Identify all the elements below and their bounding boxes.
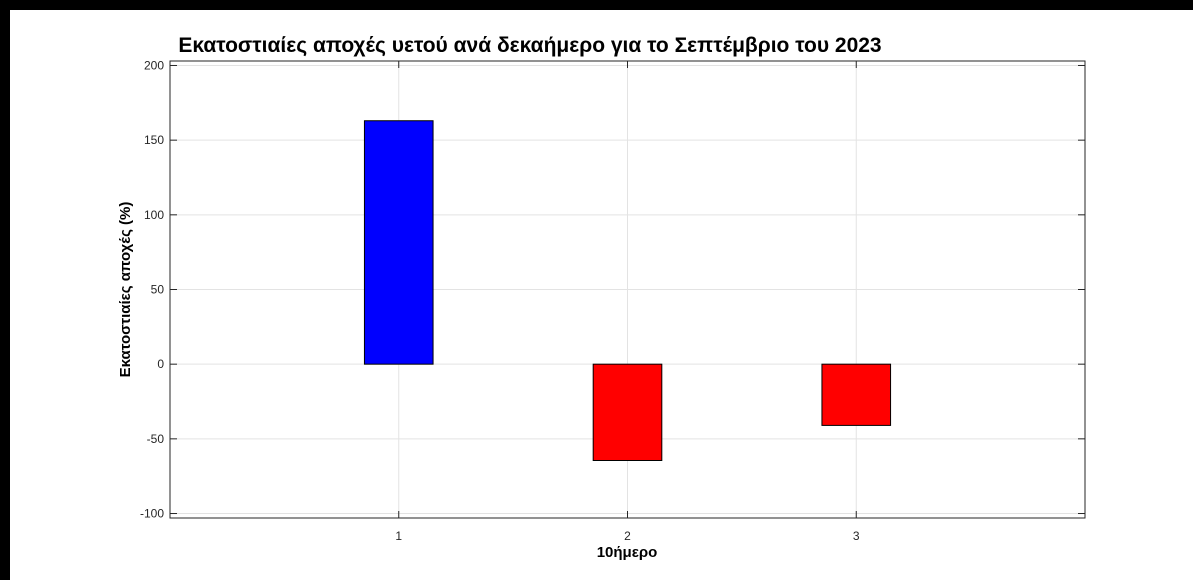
x-tick-label: 1 [395, 529, 402, 543]
bar-1 [363, 120, 434, 365]
bars [363, 120, 892, 462]
y-tick-label: 0 [157, 357, 164, 371]
grid [170, 61, 1085, 518]
y-tick-label: 50 [151, 283, 165, 297]
bar-2 [592, 363, 663, 462]
axis-ticks: -100 -50 0 50 100 150 200 1 2 3 [140, 58, 1085, 543]
y-axis-title: Εκατοστιαίες αποχές (%) [117, 202, 134, 378]
x-tick-label: 2 [624, 529, 631, 543]
chart-title: Εκατοστιαίες αποχές υετού ανά δεκαήμερο … [178, 34, 881, 57]
x-axis-title: 10ήμερο [597, 544, 658, 561]
y-tick-label: 100 [144, 208, 164, 222]
y-tick-label: -50 [147, 432, 165, 446]
bar-3 [821, 363, 892, 426]
y-tick-label: -100 [140, 507, 164, 521]
y-tick-label: 200 [144, 58, 164, 72]
x-tick-label: 3 [853, 529, 860, 543]
bar-chart: Εκατοστιαίες αποχές υετού ανά δεκαήμερο … [117, 34, 1086, 561]
y-tick-label: 150 [144, 133, 164, 147]
figure-panel: Εκατοστιαίες αποχές υετού ανά δεκαήμερο … [10, 10, 1193, 580]
